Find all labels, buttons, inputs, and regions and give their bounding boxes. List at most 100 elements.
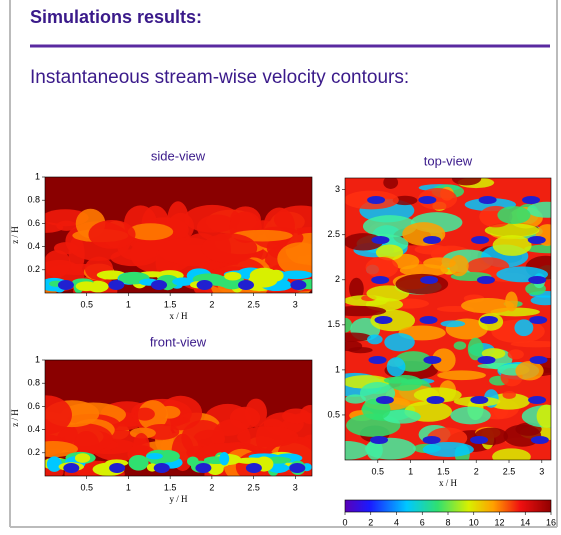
blob <box>154 463 170 473</box>
blob <box>477 356 495 364</box>
colorbar-tick-label: 16 <box>546 517 556 527</box>
x-tick-label: 2 <box>209 482 214 492</box>
blob <box>529 316 547 324</box>
blob <box>88 220 135 249</box>
x-tick-label: 2.5 <box>503 466 516 476</box>
blob <box>224 272 241 281</box>
slide-title: Simulations results: <box>30 7 202 27</box>
contour-field <box>14 360 332 492</box>
y-tick-label: 2.5 <box>327 229 340 239</box>
contour-field <box>27 177 335 310</box>
y-tick-label: 0.8 <box>27 378 40 388</box>
blob <box>530 356 548 364</box>
blob <box>423 442 474 457</box>
blob <box>470 436 488 444</box>
y-tick-label: 1 <box>35 354 40 364</box>
x-tick-label: 1 <box>408 466 413 476</box>
x-tick-label: 1.5 <box>164 299 177 309</box>
blob <box>269 270 284 282</box>
panel-title: side-view <box>151 148 206 163</box>
y-tick-label: 0.2 <box>27 264 40 274</box>
blob <box>376 396 394 404</box>
x-tick-label: 0.5 <box>80 482 93 492</box>
x-tick-label: 2.5 <box>247 482 260 492</box>
y-tick-label: 1 <box>35 171 40 181</box>
blob <box>371 276 389 284</box>
colorbar-tick-label: 14 <box>520 517 530 527</box>
slide-subtitle: Instantaneous stream-wise velocity conto… <box>30 67 409 88</box>
blob <box>470 396 488 404</box>
blob <box>290 280 306 290</box>
blob <box>246 463 262 473</box>
blob <box>454 341 466 349</box>
y-tick-label: 0.5 <box>327 409 340 419</box>
y-tick-label: 0.6 <box>27 218 40 228</box>
blob <box>531 436 549 444</box>
panel-title: top-view <box>424 153 473 168</box>
y-tick-label: 0.4 <box>27 241 40 251</box>
blob <box>426 396 444 404</box>
blob <box>237 426 298 447</box>
blob <box>367 196 385 204</box>
blob <box>423 436 441 444</box>
blob <box>528 396 546 404</box>
blob <box>423 236 441 244</box>
colorbar <box>345 500 551 512</box>
x-tick-label: 1 <box>126 299 131 309</box>
blob <box>129 455 149 471</box>
colorbar-tick-label: 6 <box>420 517 425 527</box>
blob <box>219 452 229 465</box>
blob <box>502 391 515 399</box>
blob <box>370 436 388 444</box>
blob <box>418 196 436 204</box>
blob <box>348 347 372 353</box>
x-tick-label: 2 <box>209 299 214 309</box>
blob <box>461 298 514 313</box>
blob <box>420 316 438 324</box>
blob <box>371 236 389 244</box>
blob <box>384 333 415 351</box>
slide: Simulations results: Instantaneous strea… <box>0 0 561 535</box>
blob <box>151 280 167 290</box>
blob <box>528 236 546 244</box>
colorbar-tick-label: 10 <box>469 517 479 527</box>
blob <box>289 463 305 473</box>
blob <box>497 206 530 224</box>
x-tick-label: 2 <box>474 466 479 476</box>
blob <box>367 334 383 344</box>
colorbar-tick-label: 12 <box>494 517 504 527</box>
y-tick-label: 3 <box>335 184 340 194</box>
colorbar-tick-label: 8 <box>445 517 450 527</box>
blob <box>238 280 254 290</box>
colorbar-tick-label: 0 <box>342 517 347 527</box>
y-tick-label: 0.4 <box>27 424 40 434</box>
y-tick-label: 0.2 <box>27 447 40 457</box>
y-tick-label: 0.8 <box>27 195 40 205</box>
x-tick-label: 1.5 <box>437 466 450 476</box>
blob <box>423 356 441 364</box>
blob <box>108 280 124 290</box>
y-tick-label: 2 <box>335 274 340 284</box>
blob <box>282 408 310 423</box>
blob <box>47 456 62 472</box>
blob <box>384 377 408 384</box>
x-tick-label: 0.5 <box>372 466 385 476</box>
x-tick-label: 2.5 <box>247 299 260 309</box>
y-tick-label: 1.5 <box>327 319 340 329</box>
blob <box>515 361 543 380</box>
y-axis-label: z / H <box>10 409 20 427</box>
blob <box>202 233 258 263</box>
x-axis-label: y / H <box>170 494 189 504</box>
x-tick-label: 1.5 <box>164 482 177 492</box>
blob <box>449 255 469 276</box>
blob <box>135 408 155 421</box>
x-tick-label: 3 <box>293 299 298 309</box>
blob <box>493 235 532 256</box>
blob <box>477 276 495 284</box>
blob <box>58 280 74 290</box>
blob <box>76 281 97 291</box>
x-tick-label: 0.5 <box>80 299 93 309</box>
blob <box>366 257 399 278</box>
colorbar-tick-label: 4 <box>394 517 399 527</box>
y-tick-label: 0.6 <box>27 401 40 411</box>
